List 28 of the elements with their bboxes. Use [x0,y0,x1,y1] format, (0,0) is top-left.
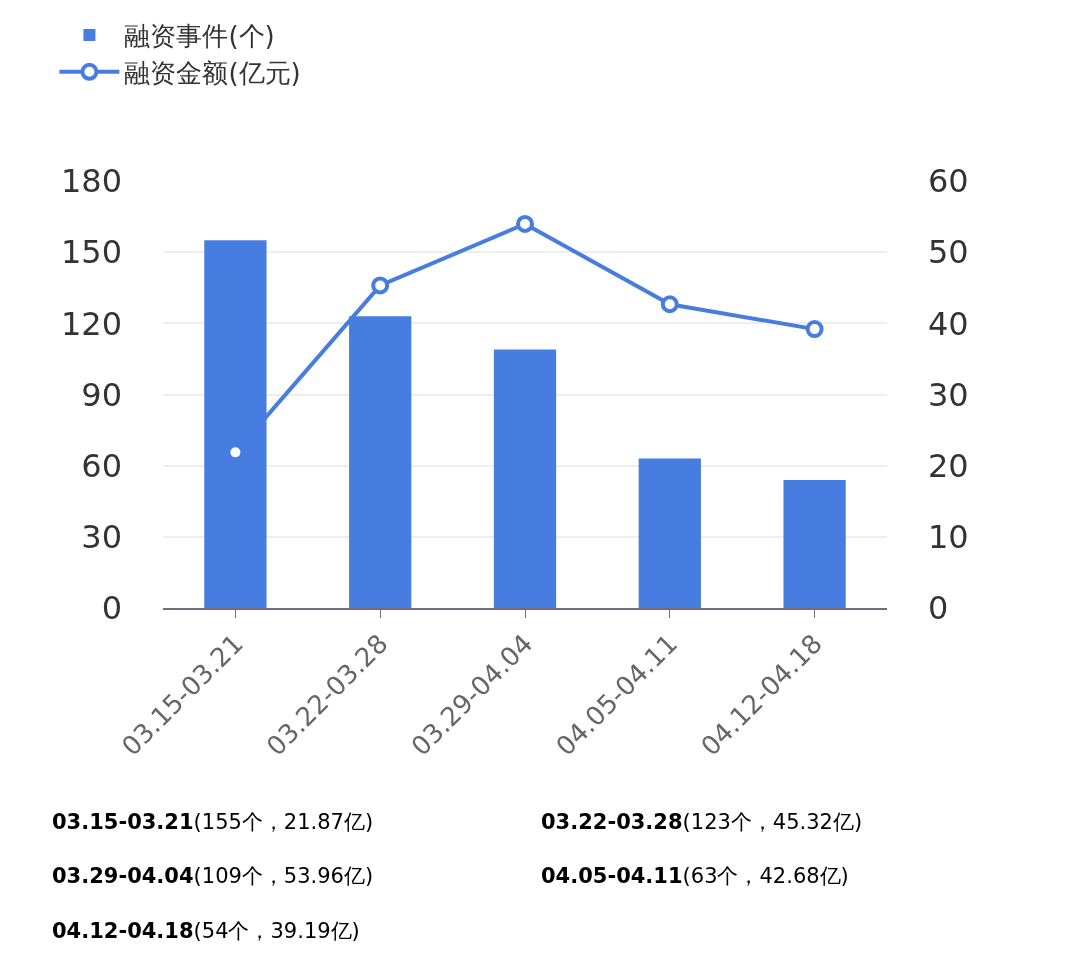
y2-tick-label: 40 [928,304,969,343]
y-tick-label: 60 [81,446,122,485]
y2-tick-label: 20 [928,446,969,485]
text: 03.29-04.04(109个，53.96亿) [52,864,374,888]
y-tick-label: 30 [81,518,122,557]
y-tick-label: 90 [81,375,122,414]
y2-tick-label: 10 [928,518,969,557]
bar [493,349,557,608]
point [660,295,679,314]
text: 03.15-03.21(155个，21.87亿) [52,810,374,834]
y2-tick-label: 50 [928,233,969,272]
legend-label: 融资事件(个) [124,21,275,52]
point [516,214,534,233]
y2-tick-label: 0 [928,589,949,628]
text: 03.22-03.28(123个，45.32亿) [541,810,863,834]
bar [783,479,846,608]
point [805,320,824,339]
y-tick-label: 180 [60,162,122,201]
y-tick-label: 150 [60,233,122,272]
point [371,276,390,295]
y-tick-label: 120 [60,304,122,343]
y-tick-label: 0 [101,589,122,628]
y2-tick-label: 60 [928,162,969,201]
legend-label: 融资金额(亿元) [124,57,301,88]
bar [638,458,701,608]
text: 04.12-04.18(54个，39.19亿) [52,919,360,943]
text: 04.05-04.11(63个，42.68亿) [541,864,849,888]
y2-tick-label: 30 [928,375,969,414]
